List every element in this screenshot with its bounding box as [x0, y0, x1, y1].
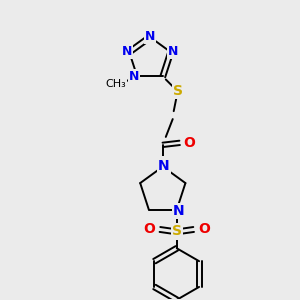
Text: N: N	[158, 159, 169, 173]
Text: S: S	[173, 84, 183, 98]
Text: N: N	[122, 45, 133, 58]
Text: N: N	[173, 204, 184, 218]
Text: CH₃: CH₃	[105, 80, 126, 89]
Text: N: N	[167, 45, 178, 58]
Text: O: O	[143, 223, 155, 236]
Text: O: O	[184, 136, 196, 150]
Text: N: N	[158, 157, 169, 171]
Text: N: N	[129, 70, 140, 83]
Text: N: N	[145, 30, 155, 43]
Text: S: S	[172, 224, 182, 239]
Text: O: O	[199, 223, 211, 236]
